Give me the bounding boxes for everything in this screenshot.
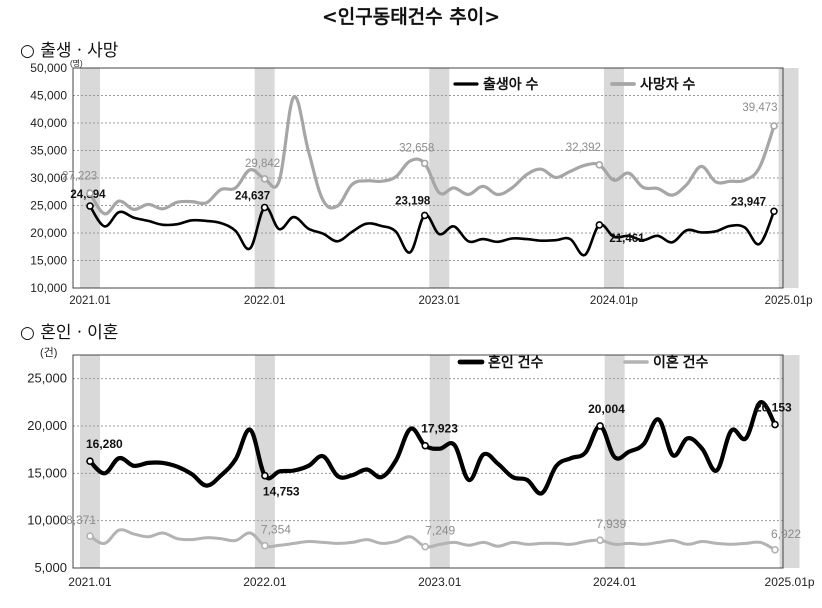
chart1-data-label: 27,223 (62, 170, 97, 182)
chart1-data-point-marker (86, 189, 94, 198)
chart2-data-label: 6,922 (771, 527, 801, 541)
chart1-x-tick-label: 2025.01p (765, 295, 813, 307)
chart2-legend-label-2: 이혼 건수 (653, 354, 709, 370)
chart2-data-label: 17,923 (421, 422, 458, 436)
chart1-x-tick-label: 2022.01 (244, 295, 286, 307)
chart1-data-label: 32,658 (399, 142, 434, 154)
chart2-plot-frame (72, 354, 784, 569)
section-title-marriage-divorce: ○ 혼인ㆍ이혼 (20, 323, 119, 343)
chart1-data-point-marker (595, 221, 604, 229)
chart2-data-point-marker (596, 536, 604, 544)
chart2-series-line-1 (87, 400, 778, 496)
chart2-y-tick-label: 5,000 (34, 560, 67, 575)
chart2-y-tick-label: 25,000 (27, 371, 67, 386)
chart2-x-tick-label: 2022.01 (243, 575, 287, 589)
chart1-data-label: 23,947 (731, 196, 766, 208)
chart2-series-line-2 (88, 528, 777, 552)
chart1-x-tick-label: 2023.01 (418, 295, 460, 307)
chart2-data-label: 7,939 (596, 517, 626, 531)
chart2-highlight-band (779, 355, 800, 568)
chart2-highlight-band (604, 355, 625, 568)
chart2-y-tick-label: 15,000 (27, 465, 67, 480)
chart2-data-label: 20,153 (755, 401, 792, 415)
chart1-data-point-marker (260, 175, 269, 183)
chart1-data-point-marker (420, 159, 429, 168)
chart1-x-tick-label: 2021.01 (69, 295, 111, 307)
chart1-data-point-marker (770, 207, 778, 216)
chart1-data-point-marker (260, 203, 269, 212)
page-title: <인구동태건수 추이> (321, 6, 501, 28)
section-title-birth-death: ○ 출생ㆍ사망 (20, 41, 119, 61)
chart1-data-label: 39,473 (742, 102, 777, 114)
chart2-data-point-marker (771, 420, 779, 429)
chart2-x-tick-label: 2023.01 (418, 575, 462, 589)
chart2-highlight-band (254, 355, 275, 568)
chart2-unit-label: (건) (40, 346, 57, 359)
chart1-data-point-marker (595, 161, 604, 169)
chart1-series-line-1 (88, 204, 776, 257)
chart1-y-tick-label: 20,000 (30, 226, 67, 240)
chart2-y-tick-label: 10,000 (27, 513, 67, 528)
chart2-data-point-marker (421, 542, 430, 551)
chart1-y-tick-label: 15,000 (30, 254, 67, 268)
chart1-y-tick-label: 45,000 (30, 89, 67, 103)
chart1-y-tick-label: 25,000 (30, 199, 67, 213)
chart1-data-label: 24,637 (235, 190, 270, 202)
chart2-data-point-marker (261, 471, 269, 480)
chart1-y-tick-label: 10,000 (30, 281, 67, 295)
chart2-data-point-marker (261, 541, 269, 550)
chart2-y-tick-label: 20,000 (27, 418, 67, 433)
chart1-unit-label: (명) (70, 58, 83, 68)
chart1-series-line-2 (88, 95, 776, 216)
chart1-highlight-band (778, 68, 799, 288)
chart2-data-label: 8,371 (66, 513, 96, 527)
chart1-plot-frame (72, 67, 784, 289)
chart2-data-point-marker (596, 422, 604, 430)
chart2-data-label: 7,249 (425, 524, 455, 538)
chart2-data-point-marker (86, 457, 94, 466)
chart1-legend-label-2: 사망자 수 (640, 76, 696, 92)
chart1-data-point-marker (420, 211, 429, 220)
chart2-data-label: 14,753 (263, 485, 300, 499)
chart1-data-label: 21,461 (609, 233, 645, 245)
chart2-highlight-band (429, 355, 450, 568)
chart1-y-tick-label: 30,000 (30, 171, 67, 185)
chart1-y-tick-label: 50,000 (30, 61, 67, 75)
chart2-x-tick-label: 2021.01 (68, 575, 112, 589)
chart2-data-label: 20,004 (588, 402, 625, 416)
chart1-y-tick-label: 40,000 (30, 116, 67, 130)
chart2-data-label: 16,280 (86, 437, 123, 451)
chart2-legend-label-1: 혼인 건수 (488, 354, 544, 370)
chart2-x-tick-label: 2025.01p (765, 575, 815, 589)
chart1-data-point-marker (86, 202, 94, 210)
chart1-data-label: 29,842 (245, 158, 280, 170)
chart2-data-point-marker (421, 441, 430, 450)
chart1-y-tick-label: 35,000 (30, 144, 67, 158)
chart1-data-label: 23,198 (395, 195, 431, 207)
chart2-data-point-marker (771, 546, 779, 554)
chart1-data-label: 32,392 (566, 142, 601, 154)
chart2-data-point-marker (86, 532, 94, 540)
chart1-data-point-marker (770, 122, 778, 130)
chart1-legend-label-1: 출생아 수 (483, 76, 539, 92)
chart2-data-label: 7,354 (261, 523, 291, 537)
chart1-x-tick-label: 2024.01p (590, 295, 638, 307)
chart2-x-tick-label: 2024.01 (593, 575, 637, 589)
